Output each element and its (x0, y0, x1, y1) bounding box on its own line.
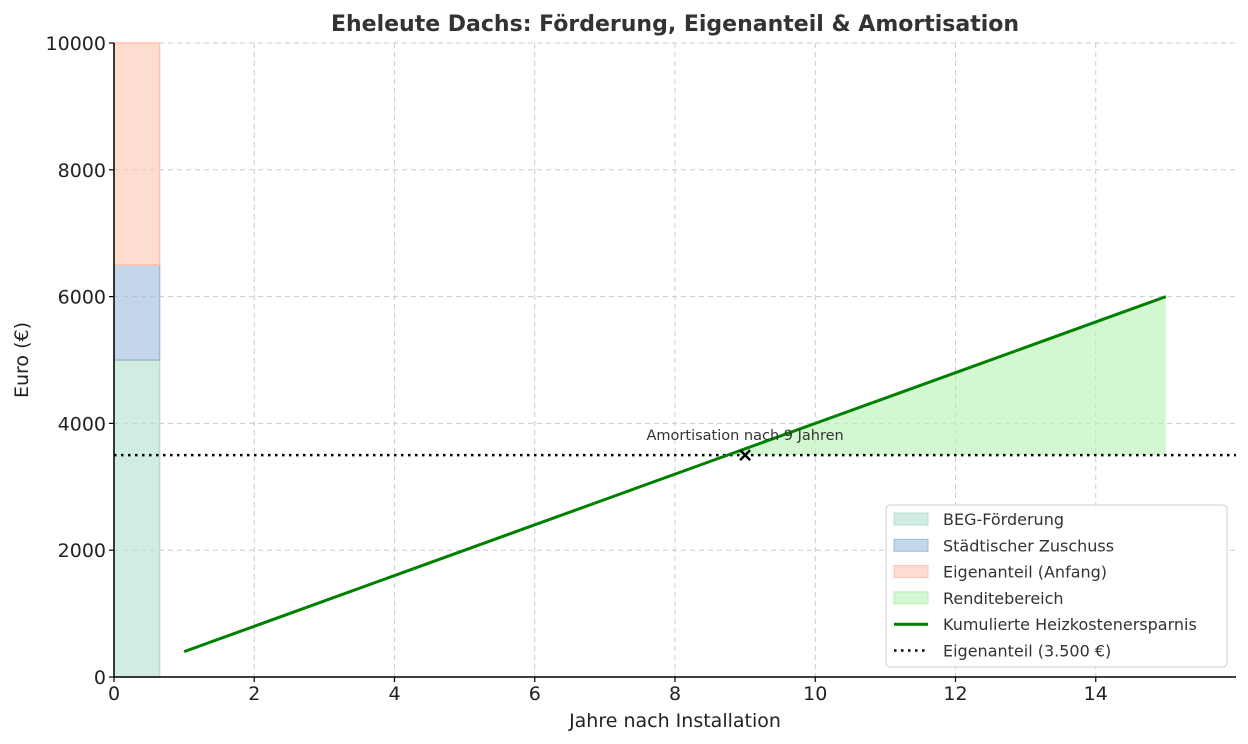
amortisation-marker (739, 449, 752, 461)
x-tick-label: 6 (529, 683, 541, 705)
legend-swatch-3 (893, 591, 929, 605)
y-tick-label: 10000 (46, 33, 106, 55)
x-tick-label: 10 (803, 683, 827, 705)
legend-label-2: Eigenanteil (Anfang) (943, 563, 1107, 582)
x-axis-label: Jahre nach Installation (568, 710, 781, 732)
y-tick-label: 0 (94, 667, 106, 689)
legend-swatch-2 (893, 565, 929, 579)
legend-box (885, 504, 1228, 668)
x-tick-label: 8 (669, 683, 681, 705)
y-axis-label: Euro (€) (11, 322, 33, 398)
legend-label-0: BEG-Förderung (943, 510, 1064, 529)
bar-segment-0 (113, 359, 161, 678)
y-tick-label: 2000 (58, 540, 106, 562)
x-tick-label: 14 (1084, 683, 1108, 705)
annotation-text: Amortisation nach 9 Jahren (647, 428, 844, 444)
legend-swatch-0 (893, 512, 929, 526)
legend-label-4: Kumulierte Heizkostenersparnis (943, 615, 1197, 634)
x-tick-label: 12 (943, 683, 967, 705)
annotation-group: Amortisation nach 9 Jahren (647, 428, 844, 444)
chart-title: Eheleute Dachs: Förderung, Eigenanteil &… (331, 12, 1019, 37)
legend-label-1: Städtischer Zuschuss (943, 536, 1114, 555)
x-tick-label: 2 (248, 683, 260, 705)
x-tick-label: 4 (388, 683, 400, 705)
legend-swatch-1 (893, 538, 929, 552)
bar-segment-1 (113, 264, 161, 361)
legend-label-5: Eigenanteil (3.500 €) (943, 642, 1111, 661)
y-tick-label: 4000 (58, 413, 106, 435)
y-tick-label: 6000 (58, 287, 106, 309)
marker-group (739, 449, 752, 461)
ticks: 0 2 4 6 8 10 12 14 0 2000 4000 6000 8000 10000 (46, 33, 1108, 705)
x-tick-label: 0 (108, 683, 120, 705)
bar-segment-2 (113, 42, 161, 266)
series-line (183, 295, 1167, 654)
stacked-bar (113, 42, 161, 678)
legend-label-3: Renditebereich (943, 589, 1064, 608)
legend: BEG-Förderung Städtischer Zuschuss Eigenan… (885, 504, 1228, 668)
y-tick-label: 8000 (58, 160, 106, 182)
series-group (183, 295, 1167, 654)
